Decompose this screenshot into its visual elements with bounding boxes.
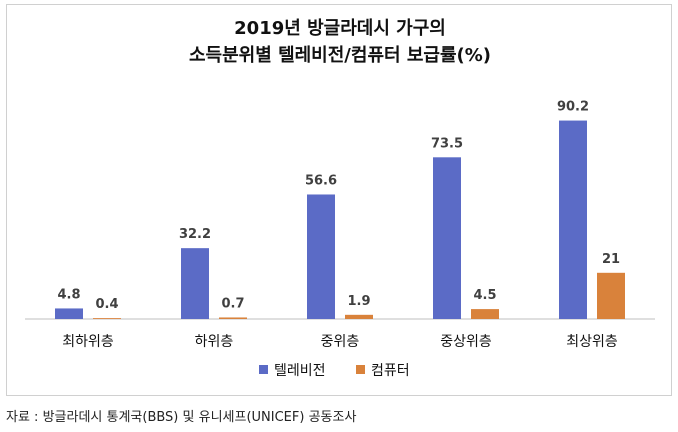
x-tick-label-5: 최상위층 bbox=[566, 334, 618, 350]
x-tick-label-1: 최하위층 bbox=[62, 334, 114, 350]
x-tick-label-4: 중상위층 bbox=[440, 334, 492, 350]
bar-tv-1 bbox=[55, 308, 83, 319]
bar-computer-1 bbox=[93, 318, 121, 319]
bar-computer-5 bbox=[597, 272, 625, 319]
bar-computer-2 bbox=[219, 317, 247, 319]
source-note: 자료 : 방글라데시 통계국(BBS) 및 유니세프(UNICEF) 공동조사 bbox=[6, 410, 357, 425]
data-label-computer-4: 4.5 bbox=[473, 288, 496, 303]
data-label-computer-5: 21 bbox=[602, 252, 620, 267]
data-label-tv-1: 4.8 bbox=[57, 287, 80, 302]
data-label-computer-3: 1.9 bbox=[347, 294, 370, 309]
chart-title-line-1: 2019년 방글라데시 가구의 bbox=[234, 18, 446, 39]
bar-tv-4 bbox=[433, 157, 461, 319]
chart-frame: 2019년 방글라데시 가구의 소득분위별 텔레비전/컴퓨터 보급률(%) 4.… bbox=[6, 4, 672, 396]
data-label-tv-3: 56.6 bbox=[305, 173, 337, 188]
bar-computer-3 bbox=[345, 314, 373, 319]
bar-tv-3 bbox=[307, 194, 335, 319]
legend-swatch-tv bbox=[259, 365, 268, 374]
data-label-tv-5: 90.2 bbox=[557, 100, 589, 115]
legend-label-computer: 컴퓨터 bbox=[371, 363, 410, 379]
bar-tv-2 bbox=[181, 248, 209, 319]
bar-tv-5 bbox=[559, 120, 587, 319]
data-label-tv-2: 32.2 bbox=[179, 227, 211, 242]
chart-title: 2019년 방글라데시 가구의 소득분위별 텔레비전/컴퓨터 보급률(%) bbox=[7, 15, 673, 69]
x-tick-label-2: 하위층 bbox=[195, 334, 234, 350]
data-label-computer-2: 0.7 bbox=[221, 296, 244, 311]
bar-chart: 4.8 0.4 최하위층 32.2 0.7 하위층 56.6 1.9 중위층 73.5 4.5 중상위… bbox=[25, 100, 655, 379]
legend-label-tv: 텔레비전 bbox=[274, 363, 326, 379]
chart-title-line-2: 소득분위별 텔레비전/컴퓨터 보급률(%) bbox=[189, 45, 491, 66]
data-label-computer-1: 0.4 bbox=[95, 297, 118, 312]
legend-swatch-computer bbox=[356, 365, 365, 374]
bar-computer-4 bbox=[471, 309, 499, 319]
data-label-tv-4: 73.5 bbox=[431, 136, 463, 151]
x-tick-label-3: 중위층 bbox=[321, 334, 360, 350]
